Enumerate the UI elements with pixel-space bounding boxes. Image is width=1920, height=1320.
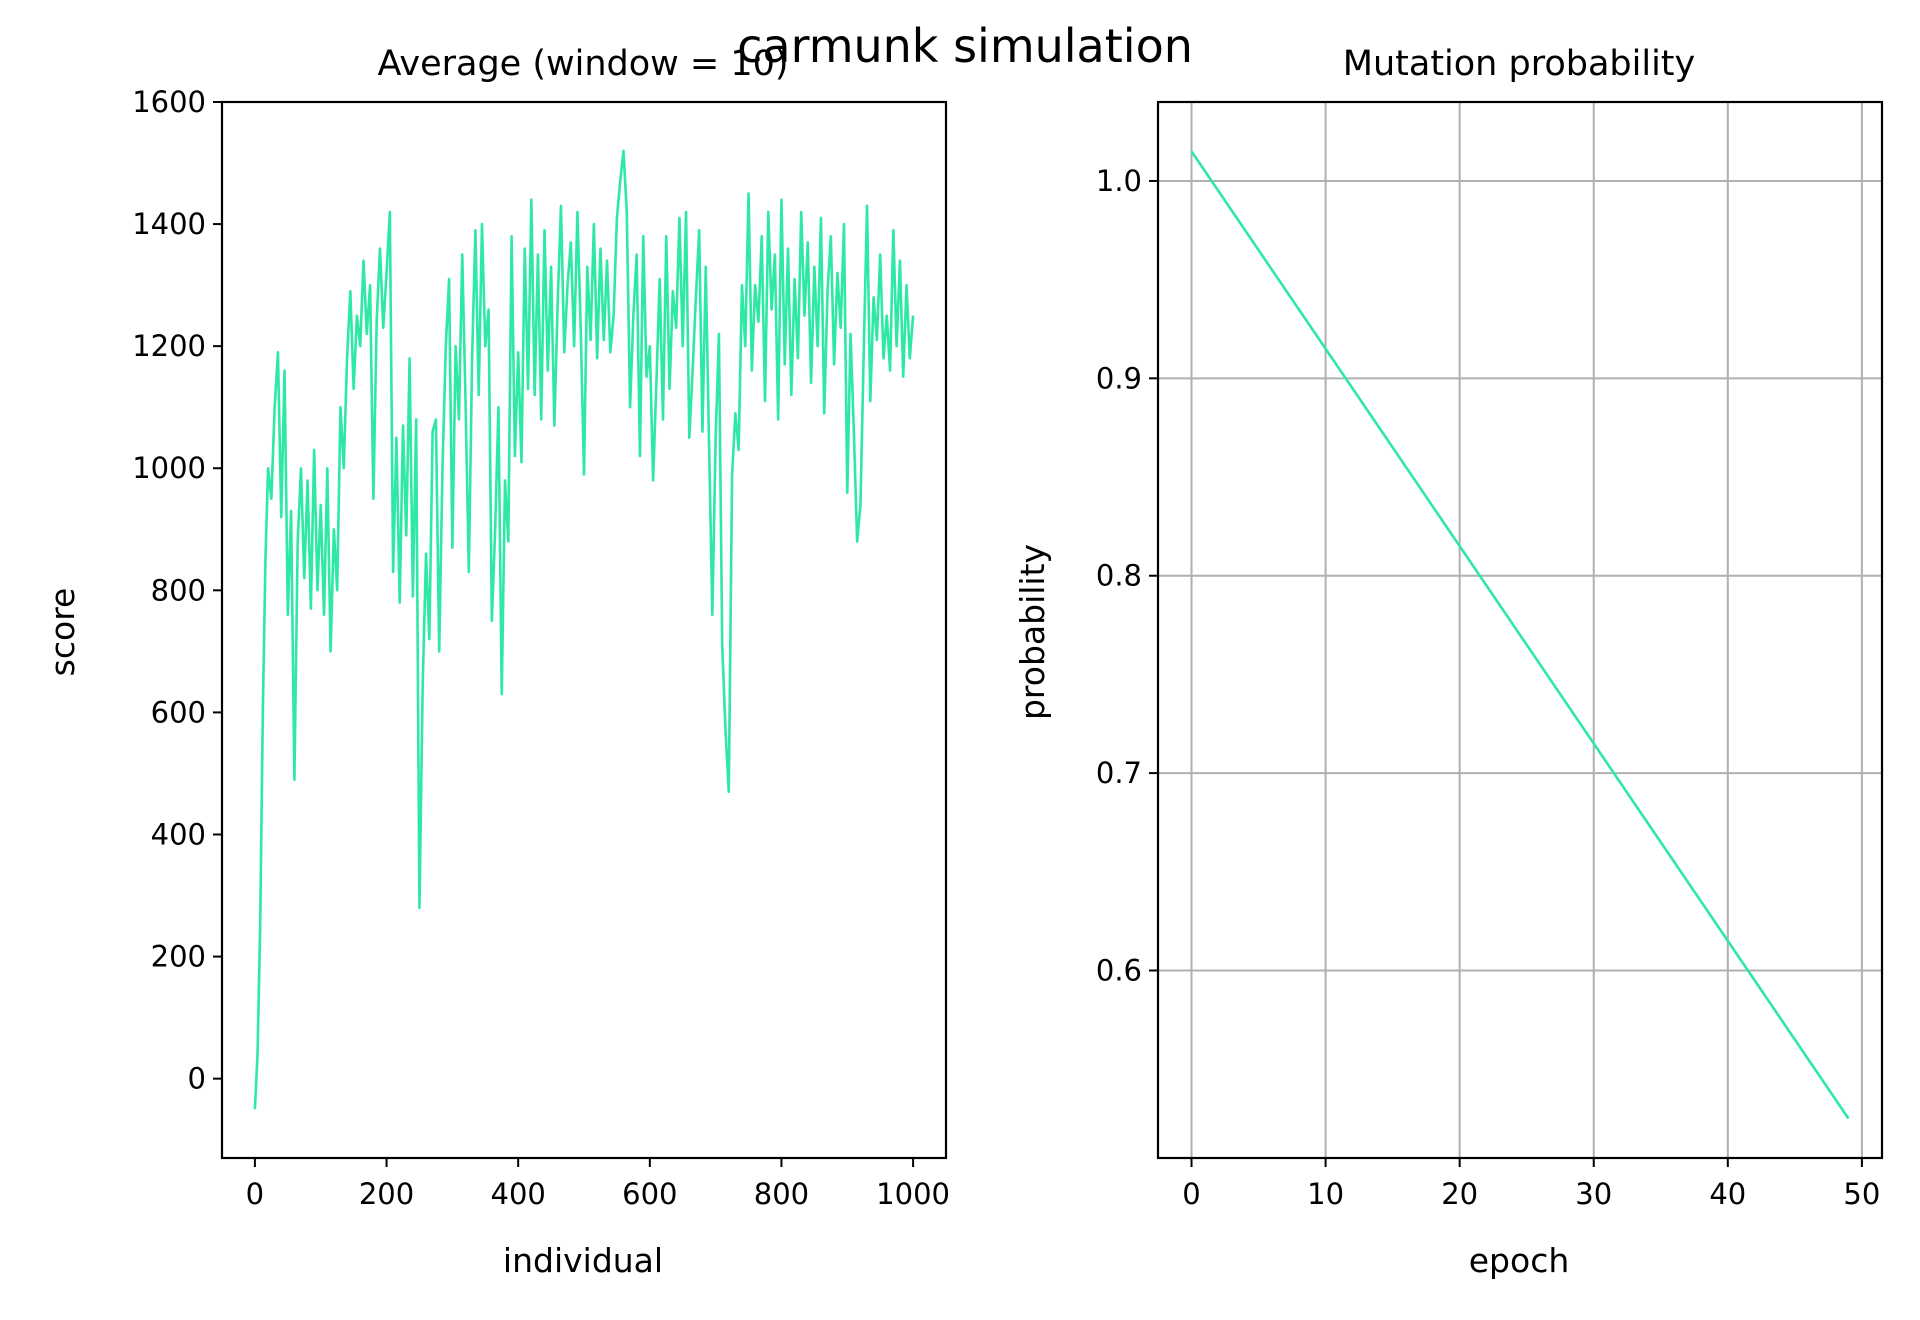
- y-tick-label: 400: [151, 817, 206, 851]
- y-tick-label: 1.0: [1096, 164, 1142, 198]
- axes-frame: [1156, 100, 1884, 1160]
- x-tick-label: 10: [1307, 1177, 1344, 1211]
- x-tick-label: 20: [1441, 1177, 1478, 1211]
- y-tick-label: 1400: [132, 207, 206, 241]
- x-axis-label-individual: individual: [503, 1241, 663, 1280]
- y-tick-label: 0.6: [1096, 953, 1142, 987]
- x-tick-label: 0: [246, 1177, 264, 1211]
- y-tick-label: 1600: [132, 85, 206, 119]
- suptitle: carmunk simulation: [737, 19, 1193, 73]
- panel-title-average: Average (window = 10): [377, 44, 788, 84]
- y-tick-label: 1000: [132, 451, 206, 485]
- y-tick-label: 1200: [132, 329, 206, 363]
- x-tick-label: 600: [622, 1177, 677, 1211]
- series-line: [253, 149, 915, 1110]
- y-axis-label-probability: probability: [1013, 544, 1052, 720]
- x-tick-label: 50: [1843, 1177, 1880, 1211]
- x-tick-label: 30: [1575, 1177, 1612, 1211]
- y-tick-label: 0.7: [1096, 756, 1142, 790]
- panel-title-mutation: Mutation probability: [1343, 44, 1695, 84]
- y-tick-label: 0: [188, 1062, 206, 1096]
- series-line: [1190, 150, 1850, 1120]
- x-tick-label: 0: [1182, 1177, 1200, 1211]
- panel-average-score: Average (window = 10) individual score 0…: [43, 44, 950, 1280]
- y-tick-label: 0.9: [1096, 361, 1142, 395]
- y-axis-label-score: score: [43, 588, 82, 677]
- x-tick-label: 40: [1709, 1177, 1746, 1211]
- x-tick-label: 400: [491, 1177, 546, 1211]
- x-tick-label: 1000: [876, 1177, 950, 1211]
- axes-frame: [220, 100, 948, 1160]
- x-axis-label-epoch: epoch: [1469, 1241, 1570, 1280]
- y-tick-label: 200: [151, 940, 206, 974]
- y-tick-label: 600: [151, 695, 206, 729]
- y-tick-label: 800: [151, 573, 206, 607]
- x-tick-label: 200: [359, 1177, 414, 1211]
- panel-mutation-probability: Mutation probability epoch probability 0…: [1013, 44, 1884, 1280]
- x-tick-label: 800: [754, 1177, 809, 1211]
- y-tick-label: 0.8: [1096, 559, 1142, 593]
